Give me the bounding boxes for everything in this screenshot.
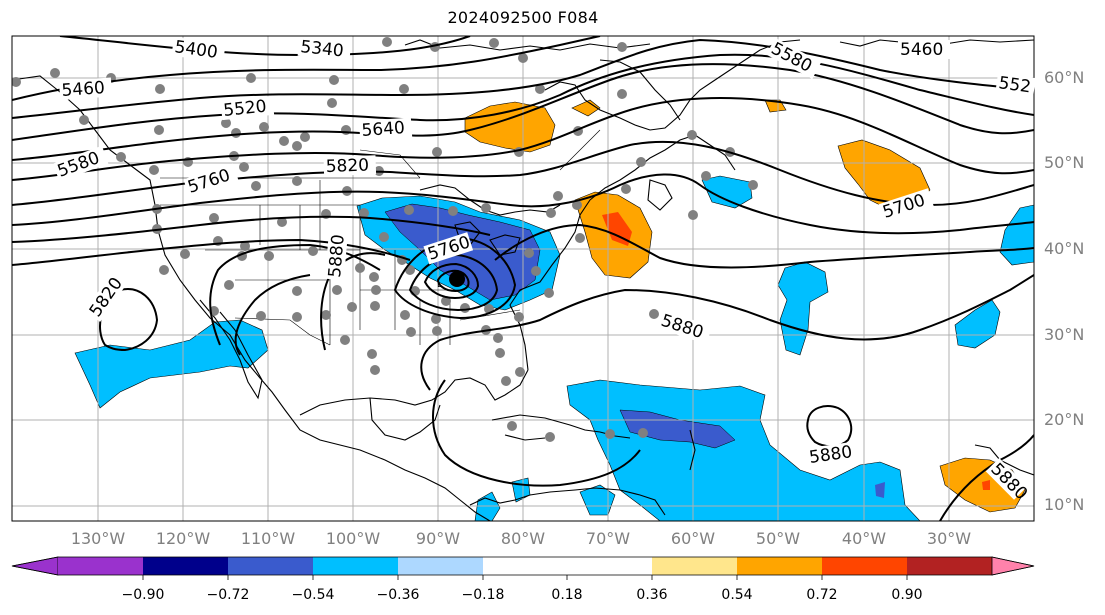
station-markers: [12, 37, 758, 442]
lon-label: 120°W: [155, 529, 211, 548]
contour-label: 5520: [222, 97, 267, 121]
colorbar-segment: [228, 557, 313, 575]
lon-label: 100°W: [325, 529, 381, 548]
colorbar: [11, 556, 1035, 580]
contour-label: 5460: [61, 78, 106, 101]
lat-label: 60°N: [1044, 68, 1085, 87]
colorbar-tick-label: −0.90: [121, 587, 165, 603]
colorbar-segment: [737, 557, 822, 575]
lon-label: 60°W: [670, 529, 716, 548]
contour-label: 552: [997, 73, 1032, 97]
colorbar-extend-max: [991, 556, 1035, 576]
pos-anomaly-core: [982, 480, 990, 490]
neg-anomaly-region: [777, 261, 829, 356]
lat-label: 20°N: [1044, 410, 1085, 429]
pos-anomaly-core: [602, 212, 632, 246]
lon-label: 40°W: [841, 529, 887, 548]
neg-anomaly-core: [875, 482, 885, 498]
lat-label: 40°N: [1044, 239, 1085, 258]
lon-label: 90°W: [415, 529, 461, 548]
colorbar-tick-label: 0.90: [891, 587, 923, 603]
colorbar-tick-label: 0.54: [721, 587, 753, 603]
colorbar-segment: [822, 557, 907, 575]
colorbar-tick-label: −0.54: [291, 587, 335, 603]
lon-label: 70°W: [585, 529, 631, 548]
colorbar-segment: [313, 557, 398, 575]
colorbar-tick-label: −0.36: [376, 587, 420, 603]
colorbar-segment: [652, 557, 737, 575]
contour-labels: 5400 5340 5460 5520 5640 5580 5760 5820 …: [52, 36, 1036, 504]
colorbar-extend-min: [11, 556, 59, 576]
pos-anomaly-region: [464, 101, 556, 153]
colorbar-tick-label: −0.18: [461, 587, 505, 603]
lon-label: 80°W: [500, 529, 546, 548]
colorbar-tick-label: 0.72: [806, 587, 838, 603]
pos-anomaly-region: [571, 99, 601, 117]
lon-label: 130°W: [70, 529, 126, 548]
map-title: 2024092500 F084: [447, 8, 599, 27]
contour-label: 5820: [325, 155, 369, 176]
lat-label: 50°N: [1044, 153, 1085, 172]
neg-anomaly-region: [954, 299, 1001, 349]
low-center-label: L: [437, 280, 442, 290]
contour-label: 5640: [361, 118, 406, 141]
colorbar-segment: [398, 557, 483, 575]
neg-anomaly-region: [701, 175, 753, 209]
contour-label: 5340: [299, 37, 344, 61]
neg-anomaly-region: [579, 484, 616, 516]
colorbar-ticks: [142, 575, 908, 580]
lon-label: 30°W: [926, 529, 972, 548]
lat-label: 30°N: [1044, 325, 1085, 344]
lat-label: 10°N: [1044, 495, 1085, 514]
colorbar-tick-label: −0.72: [206, 587, 250, 603]
colorbar-segment: [483, 557, 652, 575]
colorbar-segment: [58, 557, 143, 575]
colorbar-tick-label: 0.36: [636, 587, 668, 603]
contour-label: 5880: [325, 234, 349, 279]
lon-label: 110°W: [240, 529, 296, 548]
low-pressure-center: [449, 271, 465, 287]
colorbar-segment: [143, 557, 228, 575]
contour-label: 5460: [900, 40, 943, 60]
map-frame: [11, 35, 1035, 522]
colorbar-tick-label: 0.18: [551, 587, 583, 603]
colorbar-segment: [907, 557, 992, 575]
graticule: [12, 36, 1034, 521]
lon-label: 50°W: [755, 529, 801, 548]
